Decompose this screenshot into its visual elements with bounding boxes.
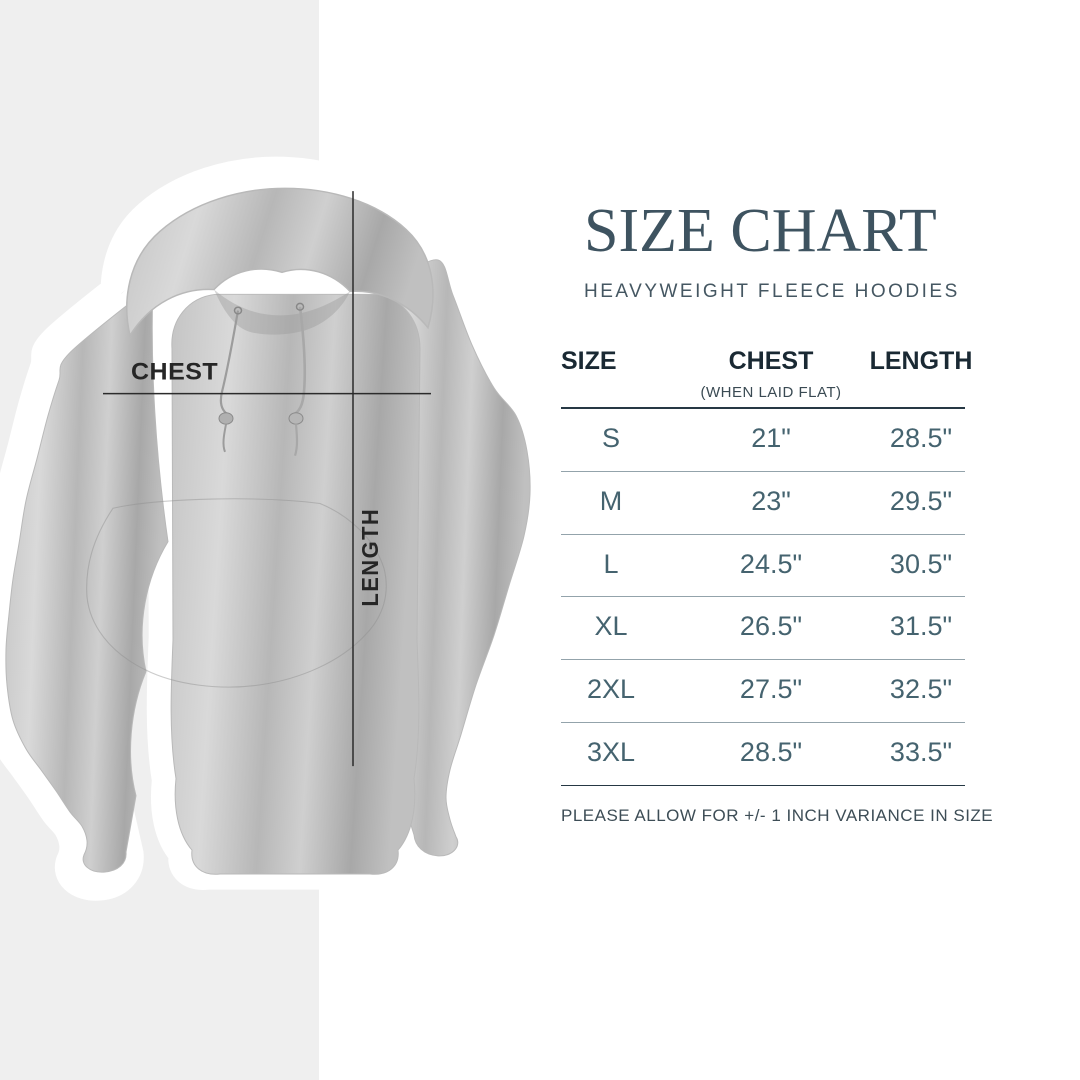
svg-text:CHEST: CHEST [131,359,218,385]
svg-text:LENGTH: LENGTH [358,508,384,607]
